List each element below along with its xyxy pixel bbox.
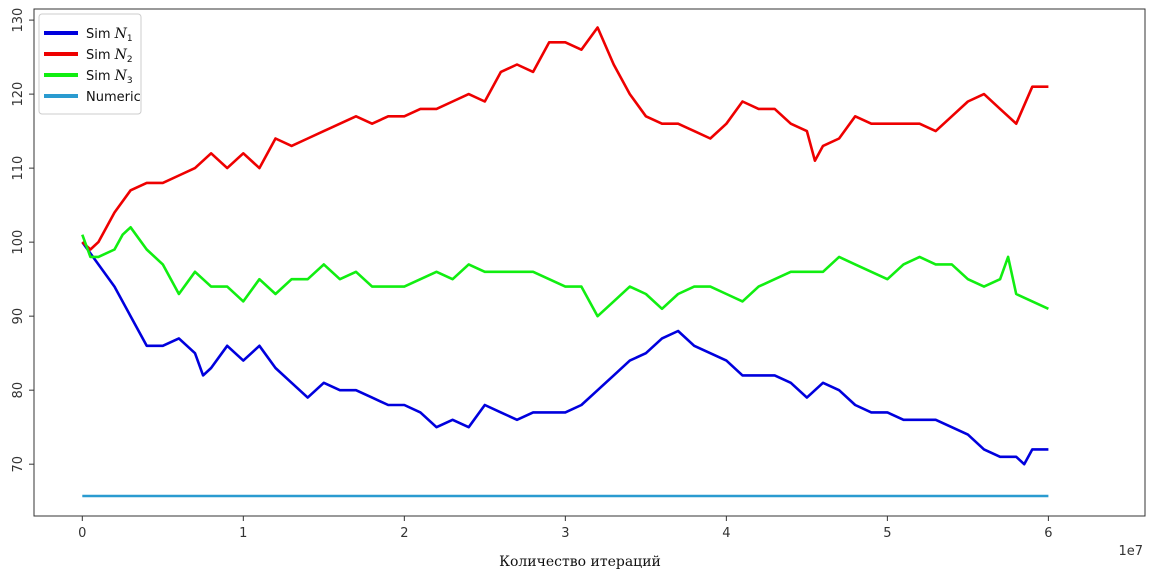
y-tick-label: 80 <box>11 382 26 399</box>
x-axis: 0 1 2 3 4 5 6 <box>78 516 1053 541</box>
y-axis: 70 80 90 100 110 120 130 <box>11 8 34 473</box>
series-lines <box>81 26 1049 498</box>
series-line-2 <box>81 26 1049 251</box>
x-tick-label: 1 <box>239 526 247 541</box>
y-tick-label: 130 <box>11 8 26 33</box>
y-tick-label: 120 <box>11 82 26 107</box>
y-tick-label: 100 <box>11 230 26 255</box>
x-tick-label: 4 <box>722 526 730 541</box>
legend-label: Sim N3 <box>86 68 133 86</box>
series-line-3 <box>81 226 1049 318</box>
x-tick-label: 0 <box>78 526 86 541</box>
x-tick-label: 2 <box>400 526 408 541</box>
legend-box <box>38 13 142 115</box>
x-tick-label: 5 <box>883 526 891 541</box>
x-tick-label: 3 <box>561 526 569 541</box>
x-tick-label: 6 <box>1044 526 1052 541</box>
plot-frame <box>33 8 1146 517</box>
legend: Sim N1 Sim N2 Sim N3 Numeric <box>38 13 142 115</box>
x-offset-label: 1e7 <box>1118 544 1143 559</box>
y-tick-label: 70 <box>11 456 26 473</box>
y-tick-label: 110 <box>11 156 26 181</box>
series-line-1 <box>81 241 1049 466</box>
legend-label: Sim N2 <box>86 47 133 65</box>
x-axis-label: Количество итераций <box>499 554 661 569</box>
legend-label: Numeric <box>86 90 141 105</box>
y-tick-label: 90 <box>11 308 26 325</box>
legend-label: Sim N1 <box>86 26 133 44</box>
